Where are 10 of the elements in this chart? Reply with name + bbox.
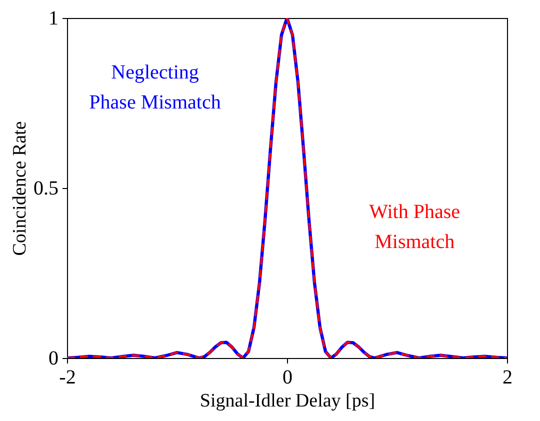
y-tick-label: 0.5 <box>34 178 58 200</box>
text: With Phase Mismatch <box>369 200 460 253</box>
x-axis-title: Signal-Idler Delay [ps] <box>200 390 376 412</box>
x-tick-label: 0 <box>282 366 292 388</box>
x-tick-label: 2 <box>502 366 512 388</box>
y-tick-label: 1 <box>48 8 58 30</box>
x-tick-label: -2 <box>59 366 76 388</box>
y-tick-label: 0 <box>48 348 58 370</box>
text: Neglecting Phase Mismatch <box>89 61 221 114</box>
y-axis-title: Coincidence Rate <box>10 121 30 256</box>
